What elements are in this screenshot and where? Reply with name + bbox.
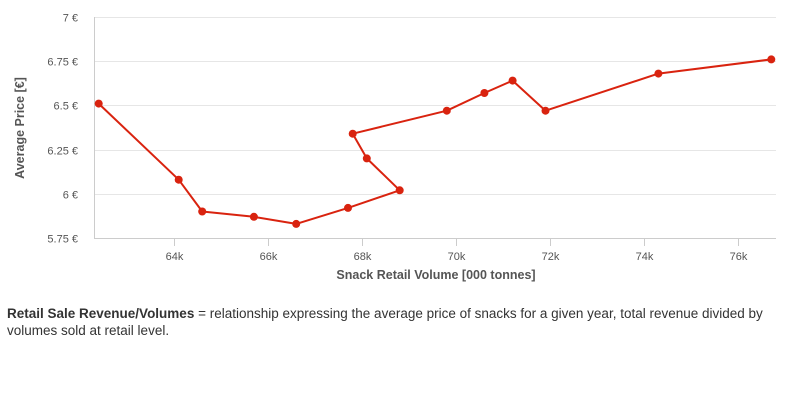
axes — [94, 17, 776, 246]
x-axis-title: Snack Retail Volume [000 tonnes] — [336, 268, 535, 282]
data-point[interactable] — [174, 175, 183, 184]
tick-labels: 5.75 € 6 € 6.25 € 6.5 € 6.75 € 7 € 64k 66k 68k 70… — [47, 13, 747, 264]
data-point[interactable] — [198, 207, 207, 216]
x-tick-label: 76k — [730, 251, 748, 263]
data-point[interactable] — [94, 99, 103, 108]
y-tick-label: 6.25 € — [47, 146, 78, 158]
y-tick-label: 6.5 € — [54, 101, 78, 113]
data-point[interactable] — [767, 55, 776, 64]
chart: 5.75 € 6 € 6.25 € 6.5 € 6.75 € 7 € 64k 66k 68k 70… — [13, 13, 776, 282]
data-point[interactable] — [395, 186, 404, 195]
data-point[interactable] — [362, 154, 371, 163]
grid-lines — [94, 17, 776, 239]
x-tick-label: 68k — [354, 251, 372, 263]
y-axis-title: Average Price [€] — [13, 77, 27, 179]
y-tick-label: 5.75 € — [47, 234, 78, 246]
data-point[interactable] — [249, 212, 258, 221]
data-point[interactable] — [344, 203, 352, 212]
data-point[interactable] — [508, 76, 517, 85]
line-chart: 5.75 € 6 € 6.25 € 6.5 € 6.75 € 7 € 64k 66k 68k 70… — [13, 13, 776, 282]
data-point[interactable] — [654, 69, 663, 78]
data-point[interactable] — [348, 129, 357, 138]
y-tick-label: 6 € — [63, 190, 78, 202]
series-points[interactable] — [94, 55, 776, 228]
definition-note: Retail Sale Revenue/Volumes = relationsh… — [7, 305, 777, 339]
x-tick-label: 70k — [448, 251, 466, 263]
y-tick-label: 7 € — [63, 13, 78, 25]
x-tick-label: 72k — [542, 251, 560, 263]
x-tick-label: 74k — [636, 251, 654, 263]
definition-text: = relationship expressing the average pr… — [7, 306, 763, 338]
y-tick-label: 6.75 € — [47, 57, 78, 69]
x-tick-label: 64k — [166, 251, 184, 263]
series-line-path — [98, 58, 772, 225]
x-tick-label: 66k — [260, 251, 278, 263]
definition-term: Retail Sale Revenue/Volumes — [7, 306, 195, 321]
data-point[interactable] — [541, 106, 550, 115]
data-point[interactable] — [480, 89, 489, 97]
data-point[interactable] — [442, 106, 451, 115]
series-line — [98, 58, 772, 225]
data-point[interactable] — [292, 219, 301, 228]
